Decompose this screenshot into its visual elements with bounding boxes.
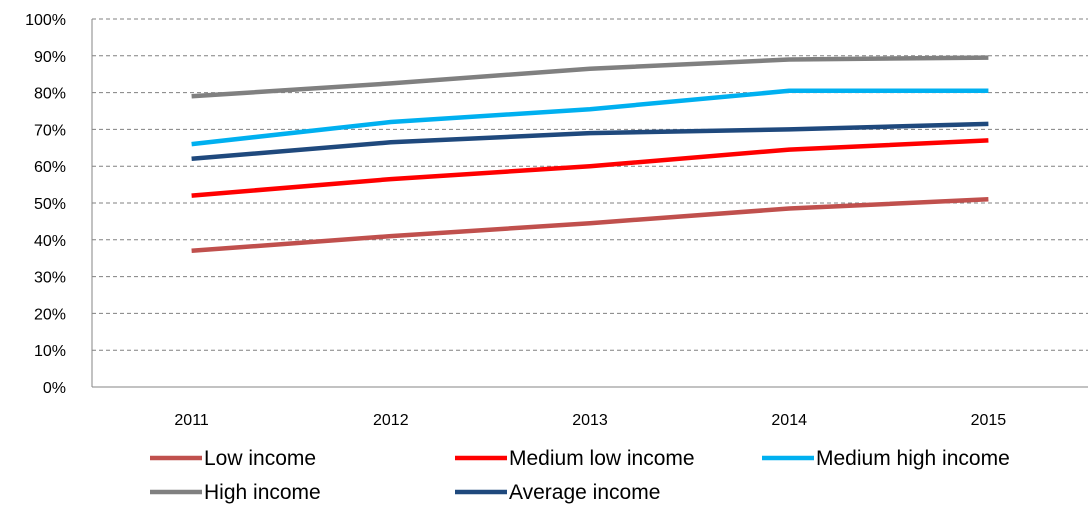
series-line-medium-high-income bbox=[191, 88, 989, 147]
y-tick-label: 10% bbox=[34, 343, 66, 360]
y-tick-label: 50% bbox=[34, 196, 66, 213]
y-tick-label: 60% bbox=[34, 159, 66, 176]
x-tick-label: 2014 bbox=[771, 412, 807, 429]
x-tick-label: 2011 bbox=[174, 412, 209, 429]
x-tick-label: 2013 bbox=[572, 412, 608, 429]
y-tick-label: 80% bbox=[34, 86, 66, 103]
y-axis-ticks: 0% 10% 20% 30% 40% 50% 60% 70% 80% 90% 100% bbox=[25, 12, 66, 397]
y-tick-label: 40% bbox=[34, 233, 66, 250]
legend-label-low-income: Low income bbox=[204, 447, 316, 470]
series-line-low-income bbox=[191, 197, 989, 254]
y-tick-label: 20% bbox=[34, 306, 66, 323]
y-tick-label: 90% bbox=[34, 49, 66, 66]
legend-label-medium-low-income: Medium low income bbox=[509, 447, 695, 470]
series-line-average-income bbox=[191, 121, 989, 162]
legend: Low income Medium low income Medium high i… bbox=[150, 447, 1010, 504]
x-tick-label: 2012 bbox=[373, 412, 409, 429]
series-line-medium-low-income bbox=[191, 138, 989, 198]
y-tick-label: 0% bbox=[43, 380, 66, 397]
series-lines bbox=[191, 55, 989, 254]
series-line-high-income bbox=[191, 55, 989, 99]
y-tick-label: 30% bbox=[34, 270, 66, 287]
y-tick-label: 70% bbox=[34, 122, 66, 139]
legend-label-medium-high-income: Medium high income bbox=[816, 447, 1010, 470]
x-axis-ticks: 2011 2012 2013 2014 2015 bbox=[174, 412, 1006, 429]
x-tick-label: 2015 bbox=[971, 412, 1007, 429]
legend-label-average-income: Average income bbox=[509, 481, 660, 504]
axes bbox=[91, 19, 1088, 388]
y-tick-label: 100% bbox=[25, 12, 66, 29]
legend-label-high-income: High income bbox=[204, 481, 321, 504]
